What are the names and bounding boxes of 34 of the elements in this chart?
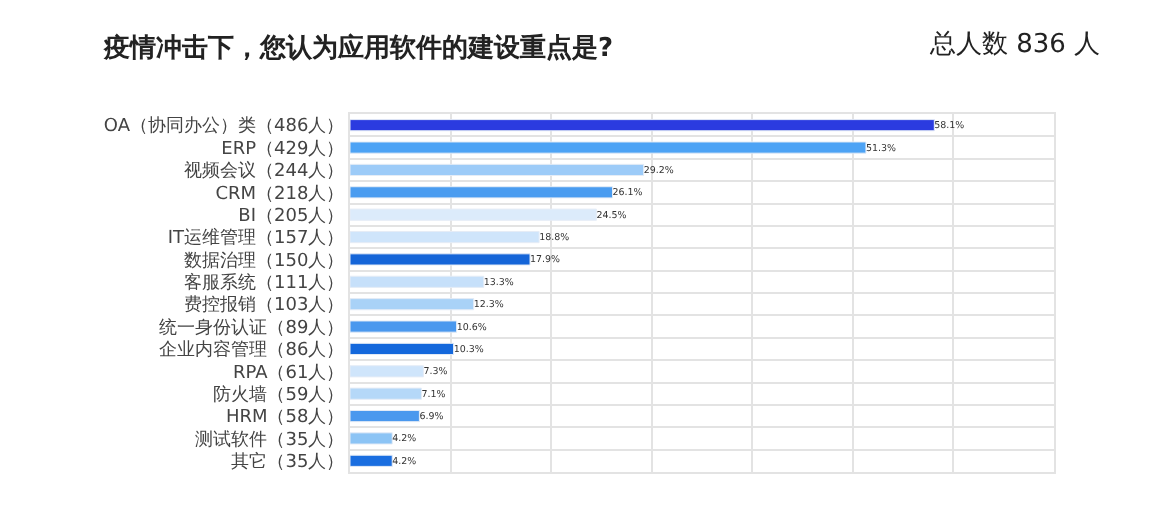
y-tick-label: 费控报销（103人） [184, 294, 345, 317]
y-tick-label: 测试软件（35人） [195, 428, 345, 451]
bar [350, 253, 531, 266]
bar [350, 230, 540, 244]
chart-title: 疫情冲击下，您认为应用软件的建设重点是? [102, 32, 614, 65]
bar [350, 298, 475, 311]
y-tick-label: CRM（218人） [215, 182, 345, 205]
bar [350, 387, 422, 400]
y-tick-label: IT运维管理（157人） [167, 227, 345, 250]
y-tick-label: 视频会议（244人） [184, 160, 345, 183]
y-tick-label: 企业内容管理（86人） [159, 339, 345, 362]
y-tick-label: 统一身份认证（89人） [159, 316, 345, 339]
bar [350, 365, 424, 378]
y-tick-label: 客服系统（111人） [184, 272, 345, 295]
y-tick-label: 防火墙（59人） [213, 383, 345, 406]
bar [350, 275, 485, 288]
bar [350, 409, 420, 423]
bar [350, 454, 393, 467]
bar [350, 208, 597, 221]
bar [350, 342, 455, 356]
bar [350, 320, 458, 333]
y-tick-label: ERP（429人） [221, 137, 345, 160]
bar [350, 141, 867, 154]
y-tick-label: HRM（58人） [225, 406, 345, 429]
y-tick-label: OA（协同办公）类（486人） [103, 115, 345, 138]
y-tick-label: 数据治理（150人） [184, 249, 345, 272]
y-tick-label: BI（205人） [238, 204, 345, 227]
bar [350, 119, 935, 132]
y-tick-label: 其它（35人） [231, 451, 345, 474]
bar [350, 163, 645, 177]
bar [350, 186, 613, 199]
bar [350, 432, 393, 445]
chart-subtitle: 总人数 836 人 [928, 30, 1101, 60]
y-tick-label: RPA（61人） [232, 361, 345, 384]
